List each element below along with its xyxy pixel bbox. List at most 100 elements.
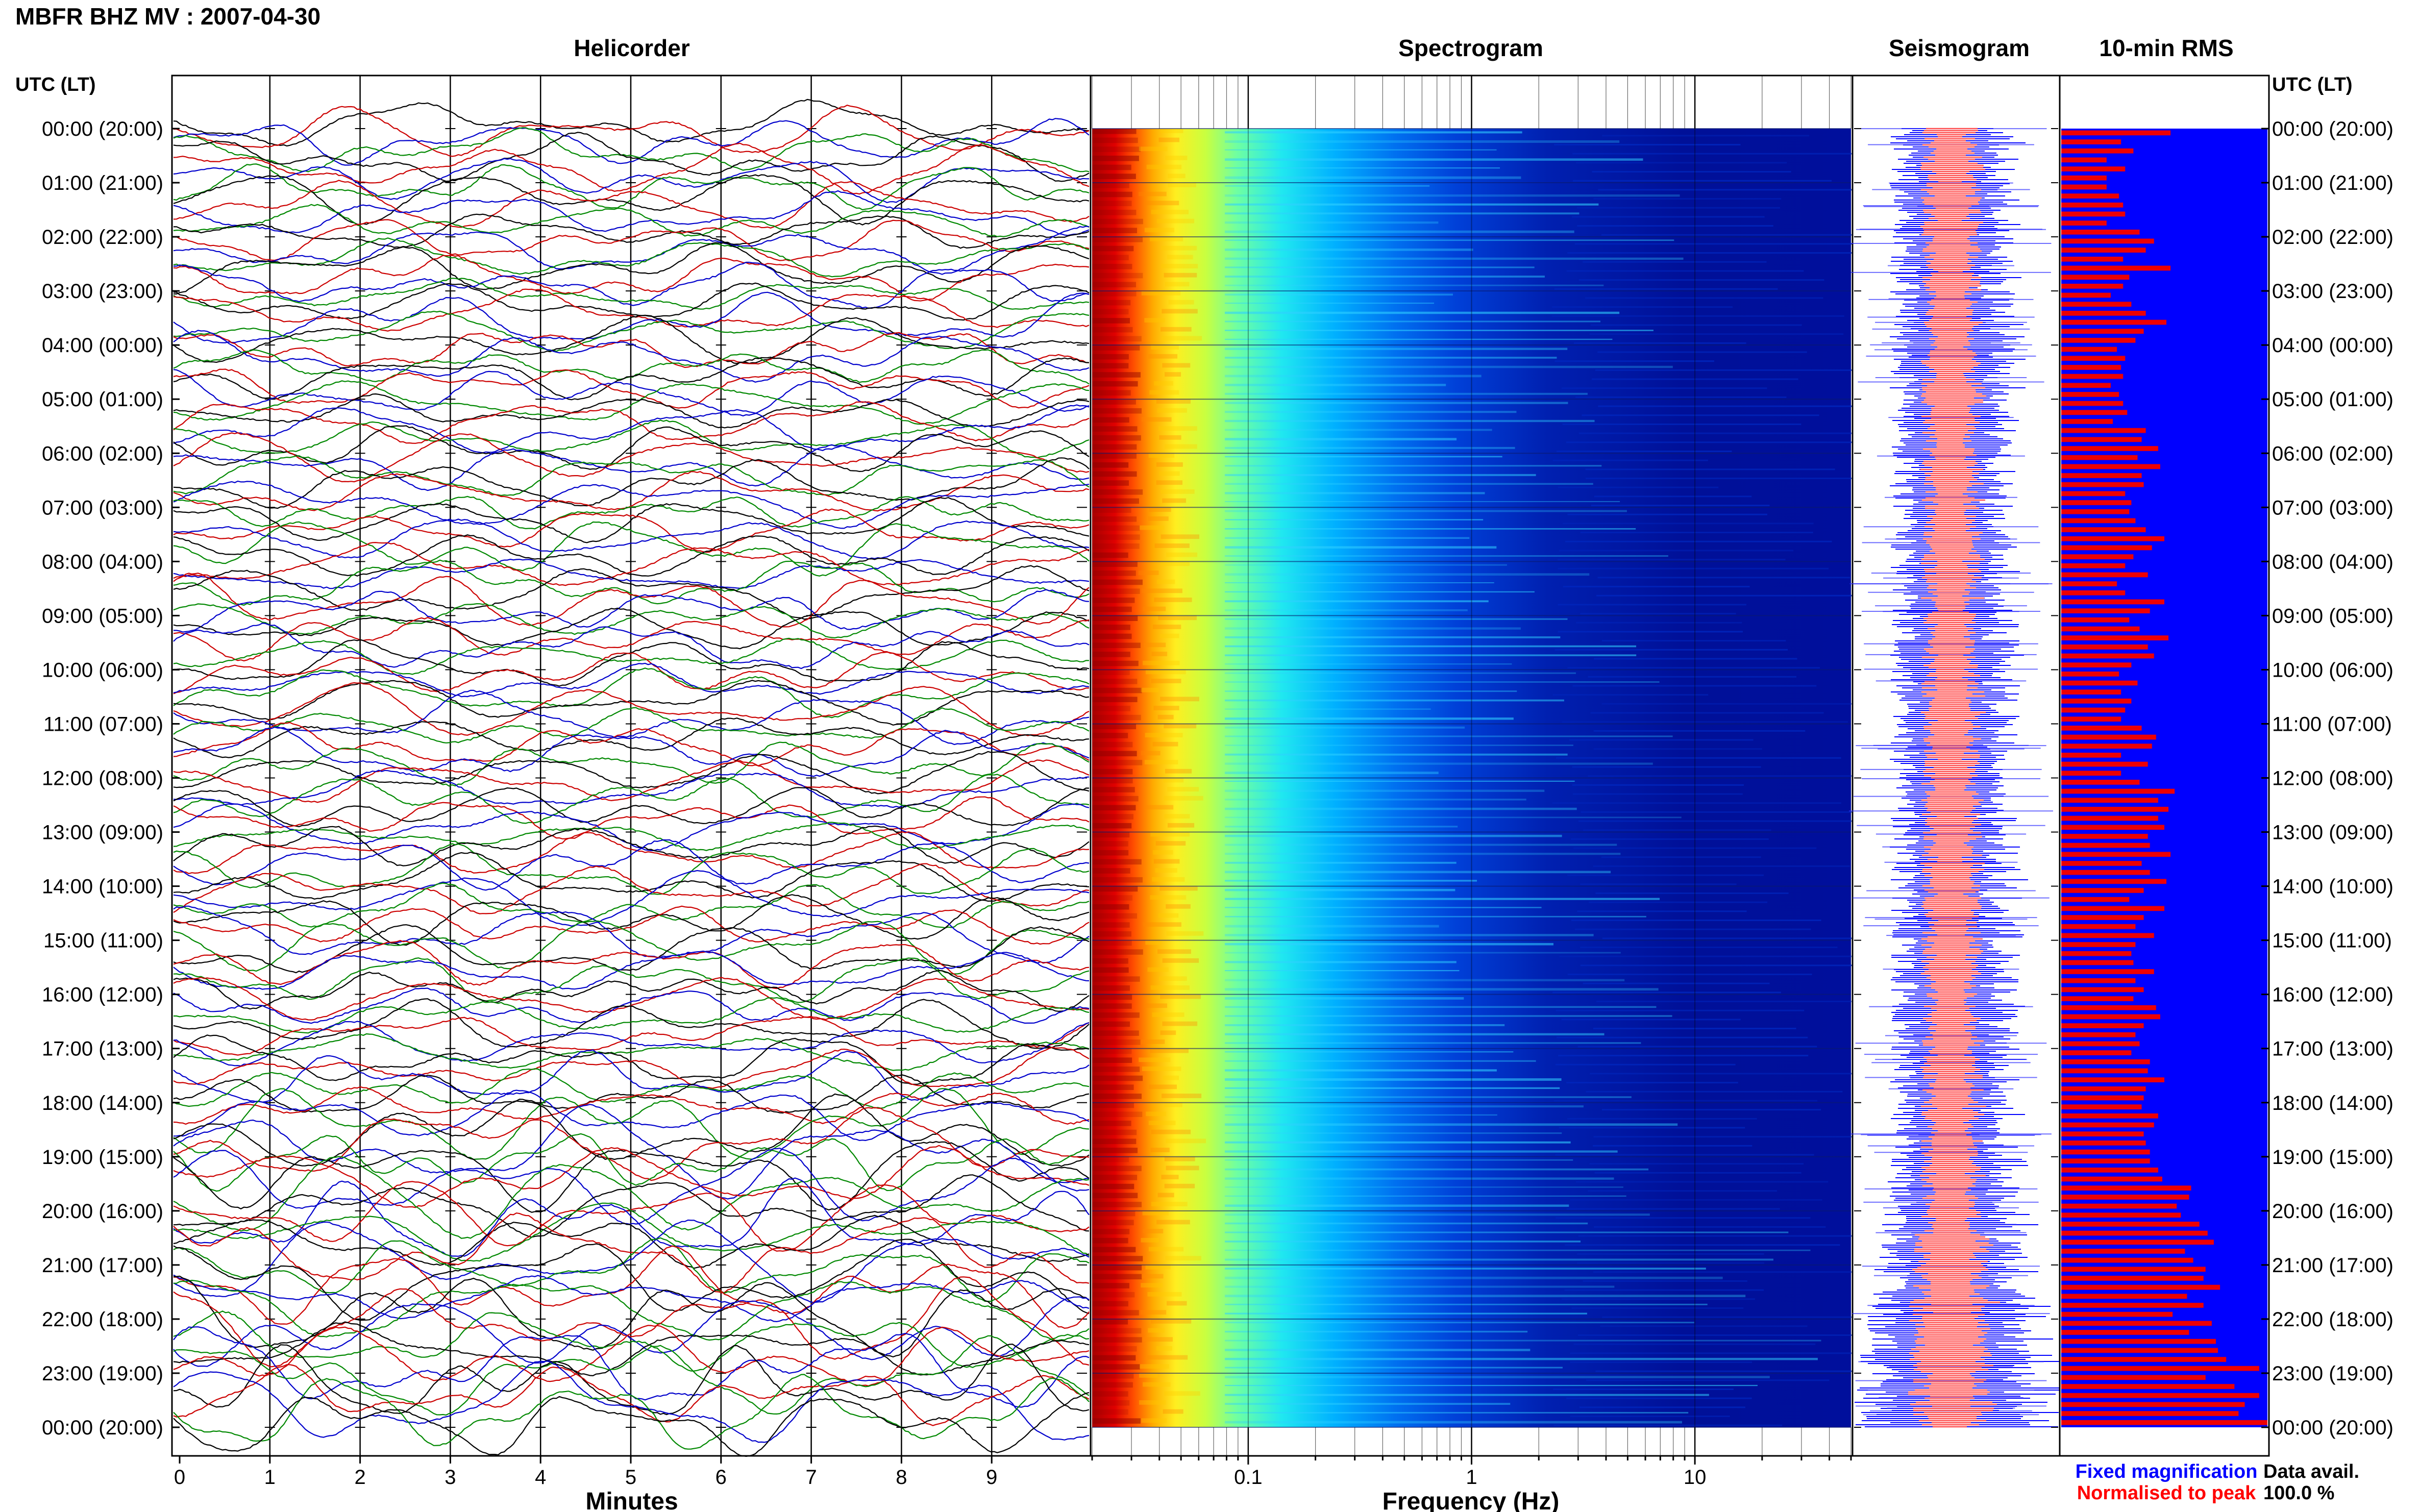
spectrogram-streak [1225,438,1457,441]
spectrogram-streak [1164,272,1197,278]
spectrogram-streak [1092,228,1138,234]
rms-bar [2061,509,2130,514]
spectrogram-streak [1092,850,1129,856]
spectrogram-streak [1225,1033,1605,1035]
spectrogram-streak [1583,1280,1747,1282]
spectrogram-streak [1225,1322,1694,1324]
spectrogram-streak [1141,291,1181,295]
spectrogram-streak [1147,1292,1182,1297]
spectrogram-streak [1585,297,1823,299]
spectrogram-streak [1225,1295,1746,1298]
spectrogram-streak [1225,745,1573,746]
spectrogram-streak [1151,1129,1191,1134]
spectrogram-streak [1153,850,1173,855]
spectrogram-streak [1225,501,1620,502]
spectrogram-streak [1553,1389,1734,1391]
time-label-right: 08:00 (04:00) [2272,551,2393,573]
spectrogram-streak [1225,1060,1536,1062]
spectrogram-streak [1092,778,1133,784]
spectrogram-streak [1092,660,1139,666]
helicorder-trace [173,368,1090,409]
rms-bar [2061,761,2148,767]
rms-bar [2061,879,2167,884]
spectrogram-streak [1092,1202,1142,1207]
spectrogram-streak [1092,137,1138,143]
helicorder-trace [173,432,1090,483]
spectrogram-streak [1092,841,1128,847]
spectrogram-streak [1140,1364,1169,1369]
spectrogram-streak [1225,762,1653,765]
spectrogram-streak [1092,156,1139,161]
spectrogram-streak [1225,1403,1511,1405]
helicorder-trace [173,707,1090,743]
spectrogram-streak [1164,444,1197,449]
spectrogram-streak [1577,1334,1864,1336]
spectrogram-streak [1165,372,1181,377]
spectrogram-streak [1562,721,1848,723]
spectrogram-streak [1092,760,1143,765]
spectrogram-streak [1225,699,1564,702]
minutes-axis: 0 1 2 3 4 5 6 7 8 9 [174,1456,997,1489]
rms-bar [2061,1411,2239,1416]
helicorder-trace [173,1145,1090,1208]
minute-tick-label: 7 [805,1466,817,1489]
spectrogram-streak [1164,1391,1200,1396]
helicorder-trace [173,332,1090,368]
axes-outline [171,75,2270,1457]
legend-normalised-to-peak: Normalised to peak [2077,1482,2256,1504]
spectrogram-streak [1601,234,1866,236]
spectrogram-streak [1092,598,1135,603]
spectrogram-streak [1092,489,1143,495]
spectrogram-streak [1225,365,1673,368]
spectrogram-streak [1092,183,1129,188]
spectrogram-streak [1577,910,1747,912]
helicorder-trace [173,977,1090,1021]
rms-bar [2061,437,2142,442]
helicorder-trace [173,393,1090,429]
spectrogram-streak [1092,1111,1143,1118]
spectrogram-streak [1225,834,1562,837]
time-label-right: 14:00 (10:00) [2272,876,2393,898]
time-label-left: 20:00 (16:00) [42,1200,163,1223]
seismogram-title: Seismogram [1889,35,2030,61]
spectrogram-streak [1092,399,1136,405]
spectrogram-streak [1558,1055,1809,1057]
rms-bar [2061,229,2140,235]
spectrogram-streak [1580,946,1838,948]
helicorder-trace [173,1276,1090,1368]
helicorder-trace [173,401,1090,444]
helicorder-trace [173,457,1090,509]
spectrogram-streak [1225,645,1637,648]
helicorder-trace [173,905,1090,945]
spectrogram-streak [1163,778,1184,783]
rms-bar [2061,527,2146,532]
spectrogram-streak [1162,309,1198,314]
spectrogram-streak [1225,1141,1571,1144]
spectrogram-streak [1092,1391,1128,1397]
helicorder-trace [173,1107,1090,1181]
spectrogram-streak [1225,1268,1706,1270]
spectrogram-streak [1586,1090,1843,1093]
spectrogram-streak [1163,1075,1179,1080]
spectrogram-streak [1138,571,1159,575]
helicorder-trace [173,987,1090,1024]
spectrogram-streak [1092,309,1129,315]
spectrogram-streak [1225,726,1465,729]
spectrogram-streak [1590,1073,1886,1075]
rms-bar [2061,202,2124,208]
rms-bar [2061,1014,2160,1020]
rms-bar [2061,482,2144,487]
spectrogram-streak [1225,1204,1569,1207]
rms-bar [2061,653,2154,659]
spectrogram-streak [1567,1118,1757,1120]
spectrogram-streak [1588,775,1869,777]
spectrogram-streak [1569,739,1754,741]
rms-bar [2061,1023,2144,1028]
spectrogram-streak [1143,660,1180,665]
spectrogram-streak [1150,1048,1189,1053]
helicorder-trace [173,1310,1090,1372]
spectrogram-streak [1092,1067,1140,1072]
spectrogram-streak [1554,144,1741,146]
spectrogram-streak [1150,1148,1170,1152]
rms-bar [2061,915,2144,920]
